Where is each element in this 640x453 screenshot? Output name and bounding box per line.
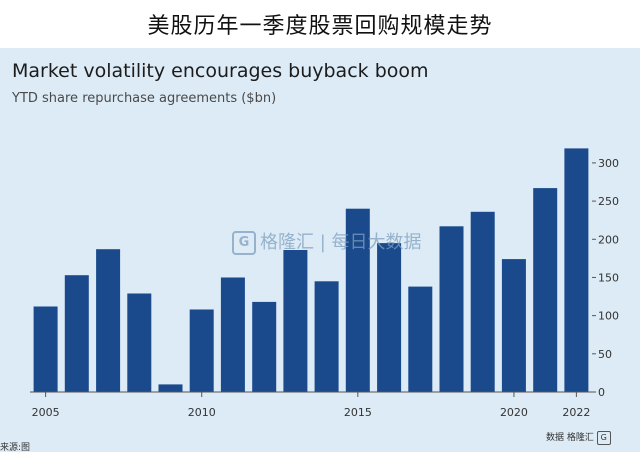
y-tick-label: 300: [598, 157, 619, 170]
bar-2007: [96, 249, 121, 392]
bar-2018: [439, 226, 464, 392]
bar-2009: [158, 384, 183, 392]
bar-2014: [314, 281, 339, 392]
y-tick-label: 250: [598, 195, 619, 208]
bar-2022: [564, 148, 589, 392]
bar-2010: [189, 309, 214, 392]
bar-2005: [33, 306, 58, 392]
x-tick-label: 2022: [562, 406, 590, 419]
y-tick-label: 50: [598, 348, 612, 361]
bar-2016: [377, 243, 402, 392]
bar-2015: [345, 208, 370, 392]
bar-2013: [283, 250, 308, 392]
watermark: G 格隆汇 | 每日大数据: [232, 228, 422, 255]
page-title: 美股历年一季度股票回购规模走势: [147, 14, 493, 39]
x-tick-label: 2015: [344, 406, 372, 419]
bar-2006: [64, 275, 89, 392]
chart-subtitle: YTD share repurchase agreements ($bn): [12, 91, 277, 106]
y-tick-label: 100: [598, 310, 619, 323]
y-tick-label: 150: [598, 271, 619, 284]
watermark-text: 格隆汇 | 每日大数据: [260, 232, 422, 253]
bar-2017: [408, 286, 433, 392]
watermark-logo-icon: G: [232, 231, 256, 255]
bar-2021: [533, 188, 558, 392]
x-tick-label: 2005: [32, 406, 60, 419]
bar-2008: [127, 293, 152, 392]
chart-title: Market volatility encourages buyback boo…: [12, 60, 429, 82]
bar-2019: [470, 211, 495, 392]
bar-2011: [220, 277, 245, 392]
y-tick-label: 200: [598, 233, 619, 246]
footer-credit: 数据 格隆汇 G: [546, 430, 611, 445]
x-tick-label: 2020: [500, 406, 528, 419]
footer-credit-text: 数据 格隆汇: [546, 433, 594, 443]
x-tick-label: 2010: [188, 406, 216, 419]
y-tick-label: 0: [598, 386, 605, 399]
bar-2020: [501, 259, 526, 392]
header-bar: 美股历年一季度股票回购规模走势: [0, 0, 640, 48]
bar-2012: [252, 301, 277, 392]
footer-logo-icon: G: [596, 430, 611, 445]
footer-source: 来源:图: [0, 443, 31, 453]
